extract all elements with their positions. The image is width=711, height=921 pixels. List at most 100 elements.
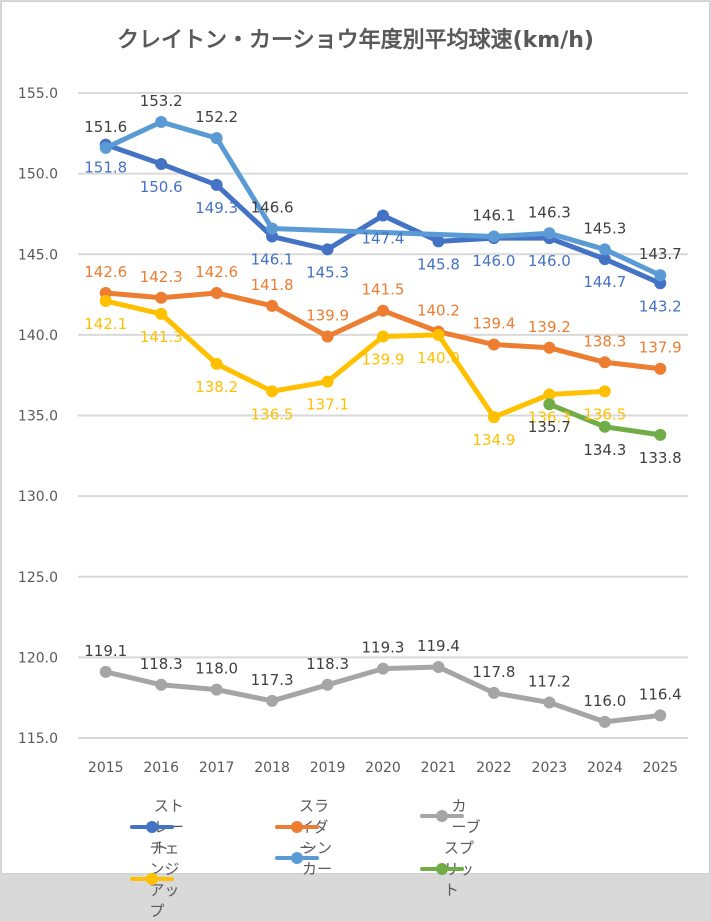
data-label: 134.3 bbox=[583, 441, 626, 459]
y-tick-label: 135.0 bbox=[18, 409, 58, 425]
data-point bbox=[487, 338, 500, 351]
data-label: 119.4 bbox=[417, 637, 460, 655]
data-label: 143.2 bbox=[639, 297, 682, 315]
x-tick-label: 2018 bbox=[254, 760, 290, 776]
data-point bbox=[432, 328, 445, 341]
data-label: 134.9 bbox=[472, 431, 515, 449]
data-point bbox=[210, 683, 223, 696]
data-label: 139.9 bbox=[362, 350, 405, 368]
data-label: 151.8 bbox=[84, 159, 127, 177]
legend-item[interactable]: ストレート bbox=[130, 795, 191, 858]
data-point bbox=[210, 286, 223, 299]
data-label: 117.8 bbox=[472, 663, 515, 681]
data-point bbox=[377, 662, 389, 675]
x-tick-label: 2024 bbox=[587, 760, 623, 776]
data-point bbox=[598, 253, 611, 266]
data-point bbox=[266, 299, 279, 312]
data-label: 136.3 bbox=[528, 409, 571, 427]
data-point bbox=[487, 411, 500, 424]
legend-swatch-icon bbox=[130, 820, 174, 834]
data-label: 140.0 bbox=[417, 349, 460, 367]
data-point bbox=[155, 307, 168, 320]
data-point bbox=[654, 709, 667, 722]
x-tick-label: 2019 bbox=[310, 760, 346, 776]
data-label: 146.1 bbox=[472, 207, 515, 225]
data-point bbox=[377, 330, 389, 343]
data-label: 133.8 bbox=[639, 449, 682, 467]
legend-item[interactable]: スライダー bbox=[275, 795, 336, 858]
x-tick-label: 2017 bbox=[199, 760, 235, 776]
data-point bbox=[321, 375, 334, 388]
data-label: 141.5 bbox=[362, 281, 405, 299]
data-label: 118.3 bbox=[306, 655, 349, 673]
series-2 bbox=[99, 661, 667, 728]
data-label: 140.2 bbox=[417, 302, 460, 320]
data-label: 146.1 bbox=[251, 251, 294, 269]
data-point bbox=[598, 385, 611, 398]
y-tick-label: 115.0 bbox=[18, 731, 58, 747]
data-label: 119.3 bbox=[362, 639, 405, 657]
x-tick-label: 2015 bbox=[88, 760, 124, 776]
data-point bbox=[266, 385, 279, 398]
legend-item[interactable]: シンカー bbox=[275, 837, 336, 879]
data-label: 146.0 bbox=[472, 252, 515, 270]
x-tick-label: 2022 bbox=[476, 760, 512, 776]
data-point bbox=[598, 715, 611, 728]
data-label: 147.4 bbox=[362, 230, 405, 248]
data-point bbox=[543, 388, 556, 401]
legend-label: カーブ bbox=[451, 797, 481, 836]
legend-item[interactable]: スプリット bbox=[420, 837, 481, 900]
data-label: 142.6 bbox=[84, 263, 127, 281]
x-tick-label: 2021 bbox=[421, 760, 457, 776]
chart-title: クレイトン・カーショウ年度別平均球速(km/h) bbox=[117, 28, 594, 53]
data-label: 139.4 bbox=[472, 315, 515, 333]
legend-swatch-icon bbox=[420, 809, 464, 823]
data-label: 142.3 bbox=[140, 268, 183, 286]
y-tick-label: 145.0 bbox=[18, 247, 58, 263]
data-point bbox=[155, 157, 168, 170]
data-point bbox=[266, 222, 279, 235]
data-label: 138.3 bbox=[583, 332, 626, 350]
data-point bbox=[321, 243, 334, 256]
series-line bbox=[103, 664, 663, 725]
data-label: 142.1 bbox=[84, 315, 127, 333]
data-label: 149.3 bbox=[195, 199, 238, 217]
data-point bbox=[654, 362, 667, 375]
series-1 bbox=[99, 286, 667, 375]
y-tick-label: 155.0 bbox=[18, 86, 58, 102]
legend-swatch-icon bbox=[130, 872, 174, 886]
data-label: 136.5 bbox=[583, 405, 626, 423]
data-label: 117.3 bbox=[251, 671, 294, 689]
data-point bbox=[432, 661, 445, 674]
data-point bbox=[377, 209, 389, 222]
data-label: 118.3 bbox=[140, 655, 183, 673]
legend-label: スライダー bbox=[298, 797, 329, 857]
data-label: 138.2 bbox=[195, 378, 238, 396]
chart-area bbox=[1, 1, 710, 874]
legend-item[interactable]: カーブ bbox=[420, 795, 481, 837]
legend-item[interactable]: チェンジアップ bbox=[130, 837, 191, 921]
data-label: 145.3 bbox=[306, 263, 349, 281]
data-point bbox=[543, 227, 556, 240]
data-label: 146.6 bbox=[251, 198, 294, 216]
data-point bbox=[321, 330, 334, 343]
series-0 bbox=[99, 138, 667, 290]
series-3 bbox=[99, 295, 611, 424]
series-5 bbox=[543, 398, 667, 441]
data-label: 137.1 bbox=[306, 396, 349, 414]
legend-swatch-icon bbox=[275, 820, 319, 834]
y-tick-label: 150.0 bbox=[18, 167, 58, 183]
data-point bbox=[543, 398, 556, 411]
data-label: 146.0 bbox=[528, 252, 571, 270]
data-point bbox=[432, 235, 445, 248]
series-4 bbox=[99, 116, 667, 282]
data-label: 141.3 bbox=[140, 328, 183, 346]
data-point bbox=[598, 420, 611, 433]
legend-label: ストレート bbox=[153, 797, 184, 857]
data-point bbox=[99, 295, 112, 308]
data-point bbox=[99, 141, 112, 154]
data-label: 137.9 bbox=[639, 339, 682, 357]
data-point bbox=[210, 357, 223, 370]
data-label: 136.5 bbox=[251, 405, 294, 423]
data-point bbox=[377, 304, 389, 317]
